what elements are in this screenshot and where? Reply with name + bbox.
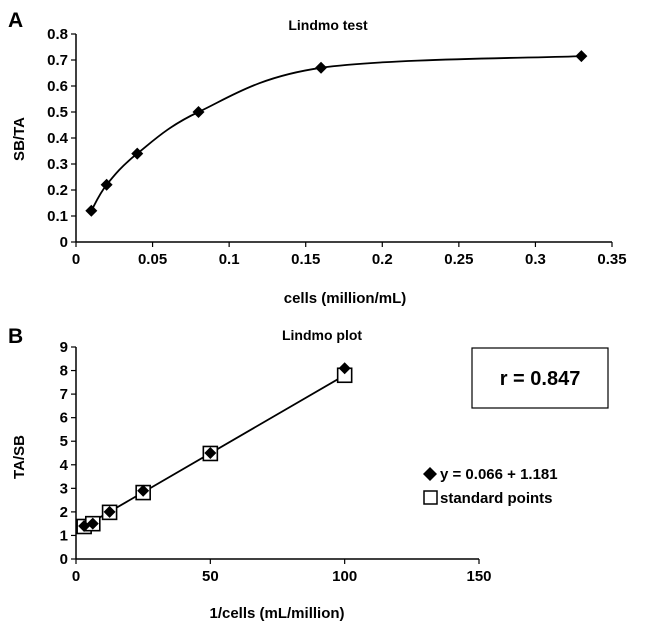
panel-a-x-tick-label: 0.25	[444, 251, 473, 268]
legend-diamond-icon	[423, 467, 437, 481]
panel-b-x-tick-label: 100	[332, 568, 357, 585]
panel-a-label: A	[8, 9, 23, 32]
panel-a-y-tick-label: 0.7	[47, 52, 68, 69]
panel-b-x-tick-label: 50	[202, 568, 219, 585]
panel-b-y-tick-label: 7	[60, 386, 68, 403]
panel-a-y-tick-label: 0.3	[47, 156, 68, 173]
panel-a: A Lindmo test SB/TA cells (million/mL) 0…	[8, 9, 627, 307]
panel-b-title: Lindmo plot	[282, 327, 362, 343]
r-value-box	[471, 347, 609, 409]
panel-a-data-points	[85, 50, 588, 217]
panel-b: B Lindmo plot TA/SB 1/cells (mL/million)…	[8, 325, 609, 622]
panel-a-y-tick-label: 0.4	[47, 130, 69, 147]
panel-a-y-axis-label: SB/TA	[11, 117, 28, 161]
panel-a-x-tick-label: 0.15	[291, 251, 320, 268]
panel-b-legend: y = 0.066 + 1.181 standard points	[423, 466, 558, 507]
panel-a-x-axis-label: cells (million/mL)	[284, 290, 407, 307]
r-value-annotation: r = 0.847	[500, 368, 581, 390]
panel-b-data-point	[78, 520, 91, 533]
panel-a-data-point	[192, 106, 205, 118]
panel-b-y-tick-label: 0	[60, 551, 68, 568]
panel-b-data-point	[103, 505, 116, 518]
panel-a-x-tick-label: 0	[72, 251, 80, 268]
panel-a-y-tick-label: 0.8	[47, 26, 68, 43]
panel-a-x-tick-label: 0.35	[597, 251, 626, 268]
panel-b-y-tick-label: 4	[60, 457, 69, 474]
panel-a-title: Lindmo test	[288, 17, 368, 33]
panel-b-axes: 0 1 2 3 4 5 6 7 8 9 0 50 100 150	[60, 339, 492, 585]
panel-a-x-tick-label: 0.3	[525, 251, 546, 268]
panel-a-y-tick-label: 0	[60, 234, 68, 251]
panel-b-label: B	[8, 325, 23, 348]
panel-b-data-point	[137, 484, 150, 497]
panel-a-fit-curve	[90, 55, 582, 212]
panel-a-y-tick-label: 0.1	[47, 208, 68, 225]
panel-a-y-tick-label: 0.5	[47, 104, 68, 121]
legend-series-2-label: standard points	[440, 490, 553, 507]
legend-square-icon	[423, 490, 438, 505]
panel-b-y-tick-label: 2	[60, 504, 68, 521]
panel-b-y-tick-label: 3	[60, 480, 68, 497]
panel-b-x-tick-label: 0	[72, 568, 80, 585]
panel-b-y-tick-label: 6	[60, 410, 68, 427]
panel-a-y-tick-label: 0.6	[47, 78, 68, 95]
panel-a-x-tick-label: 0.1	[219, 251, 240, 268]
panel-b-data-points	[76, 362, 353, 535]
panel-a-data-point	[315, 61, 328, 74]
panel-b-data-point	[338, 362, 351, 375]
panel-a-data-point	[131, 147, 144, 160]
panel-a-data-point	[575, 50, 588, 63]
panel-b-x-axis-label: 1/cells (mL/million)	[209, 605, 344, 622]
panel-b-y-tick-label: 8	[60, 363, 68, 380]
panel-a-data-point	[85, 204, 98, 217]
panel-a-axes: 0 0.1 0.2 0.3 0.4 0.5 0.6 0.7 0.8 0 0.05 0.1 0.15 0.2…	[47, 26, 626, 268]
panel-b-data-point	[86, 517, 99, 530]
panel-b-y-tick-label: 1	[60, 527, 68, 544]
legend-series-1-label: y = 0.066 + 1.181	[440, 466, 558, 483]
panel-a-x-tick-label: 0.05	[138, 251, 167, 268]
panel-b-data-point	[204, 447, 217, 459]
panel-a-x-tick-label: 0.2	[372, 251, 393, 268]
panel-a-data-point	[100, 178, 113, 191]
panel-b-y-tick-label: 5	[60, 433, 68, 450]
panel-b-x-tick-label: 150	[466, 568, 491, 585]
panel-b-y-tick-label: 9	[60, 339, 68, 356]
panel-b-y-axis-label: TA/SB	[11, 435, 28, 479]
panel-a-y-tick-label: 0.2	[47, 182, 68, 199]
